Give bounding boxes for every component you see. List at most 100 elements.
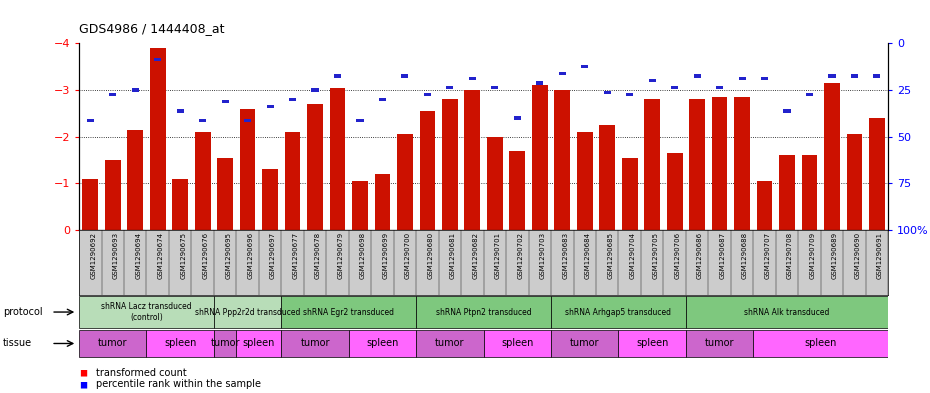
Text: GSM1290677: GSM1290677 (293, 232, 299, 279)
FancyBboxPatch shape (79, 330, 147, 357)
FancyBboxPatch shape (685, 330, 753, 357)
Text: GSM1290695: GSM1290695 (225, 232, 232, 279)
Bar (154, 58, 161, 61)
Bar (604, 91, 611, 94)
Bar (218, 158, 233, 230)
Bar (469, 77, 476, 80)
Text: GSM1290693: GSM1290693 (113, 232, 119, 279)
Bar (694, 74, 700, 77)
Text: shRNA Arhgap5 transduced: shRNA Arhgap5 transduced (565, 308, 671, 316)
Text: GSM1290707: GSM1290707 (764, 232, 771, 279)
FancyBboxPatch shape (281, 296, 417, 328)
FancyBboxPatch shape (214, 330, 236, 357)
Text: shRNA Egr2 transduced: shRNA Egr2 transduced (303, 308, 394, 316)
Bar (244, 119, 251, 122)
Bar (307, 104, 323, 230)
Bar (513, 116, 521, 119)
Bar (199, 119, 206, 122)
FancyBboxPatch shape (685, 296, 888, 328)
Bar (172, 178, 188, 230)
Text: tumor: tumor (98, 338, 127, 349)
Text: GSM1290702: GSM1290702 (517, 232, 524, 279)
Text: GSM1290690: GSM1290690 (855, 232, 860, 279)
Text: protocol: protocol (3, 307, 43, 317)
FancyBboxPatch shape (214, 296, 281, 328)
Text: GSM1290709: GSM1290709 (809, 232, 816, 279)
Text: GSM1290679: GSM1290679 (338, 232, 343, 279)
Bar (734, 97, 750, 230)
Text: GSM1290692: GSM1290692 (90, 232, 97, 279)
Text: ◼: ◼ (79, 367, 87, 378)
Text: GSM1290678: GSM1290678 (315, 232, 321, 279)
Bar (846, 134, 862, 230)
Text: tumor: tumor (705, 338, 735, 349)
Bar (397, 134, 413, 230)
Bar (671, 86, 678, 89)
Text: GSM1290675: GSM1290675 (180, 232, 186, 279)
Bar (802, 155, 817, 230)
Bar (689, 99, 705, 230)
Text: GSM1290680: GSM1290680 (428, 232, 433, 279)
Text: GSM1290676: GSM1290676 (203, 232, 208, 279)
Text: GSM1290706: GSM1290706 (674, 232, 681, 279)
Bar (402, 74, 408, 77)
Bar (150, 48, 166, 230)
Text: GSM1290704: GSM1290704 (630, 232, 636, 279)
Text: GSM1290708: GSM1290708 (787, 232, 793, 279)
Bar (711, 97, 727, 230)
Bar (127, 130, 143, 230)
Bar (532, 85, 548, 230)
Text: GSM1290694: GSM1290694 (135, 232, 141, 279)
Bar (829, 74, 835, 77)
Bar (824, 83, 840, 230)
Bar (442, 99, 458, 230)
Text: GSM1290703: GSM1290703 (539, 232, 546, 279)
Bar (356, 119, 364, 122)
Bar (644, 99, 660, 230)
Bar (267, 105, 273, 108)
Text: tumor: tumor (435, 338, 465, 349)
Text: shRNA Ppp2r2d transduced: shRNA Ppp2r2d transduced (195, 308, 300, 316)
Bar (132, 88, 139, 92)
Bar (716, 86, 724, 89)
Text: GDS4986 / 1444408_at: GDS4986 / 1444408_at (79, 22, 224, 35)
Text: GSM1290699: GSM1290699 (382, 232, 389, 279)
Text: GSM1290698: GSM1290698 (360, 232, 366, 279)
Text: tumor: tumor (210, 338, 240, 349)
FancyBboxPatch shape (417, 296, 551, 328)
Text: GSM1290685: GSM1290685 (607, 232, 613, 279)
Bar (177, 109, 184, 112)
Text: GSM1290684: GSM1290684 (585, 232, 591, 279)
Bar (599, 125, 615, 230)
Bar (424, 93, 431, 96)
FancyBboxPatch shape (551, 296, 685, 328)
FancyBboxPatch shape (281, 330, 349, 357)
Text: spleen: spleen (366, 338, 399, 349)
Text: shRNA Lacz transduced
(control): shRNA Lacz transduced (control) (101, 302, 192, 322)
Text: transformed count: transformed count (96, 367, 187, 378)
Bar (491, 86, 498, 89)
Text: spleen: spleen (636, 338, 669, 349)
Text: GSM1290696: GSM1290696 (247, 232, 254, 279)
Text: spleen: spleen (164, 338, 196, 349)
Text: GSM1290674: GSM1290674 (158, 232, 164, 279)
Text: GSM1290686: GSM1290686 (698, 232, 703, 279)
Bar (779, 155, 795, 230)
Text: ◼: ◼ (79, 379, 87, 389)
Bar (648, 79, 656, 82)
Text: spleen: spleen (804, 338, 837, 349)
FancyBboxPatch shape (551, 330, 618, 357)
Text: tissue: tissue (3, 338, 32, 349)
Bar (375, 174, 391, 230)
Bar (667, 153, 683, 230)
Bar (285, 132, 300, 230)
Bar (240, 108, 256, 230)
FancyBboxPatch shape (79, 296, 214, 328)
Bar (105, 160, 121, 230)
Bar (419, 111, 435, 230)
Text: shRNA Ptpn2 transduced: shRNA Ptpn2 transduced (436, 308, 531, 316)
FancyBboxPatch shape (147, 330, 214, 357)
Bar (761, 77, 768, 80)
Bar (806, 93, 813, 96)
Bar (329, 88, 345, 230)
